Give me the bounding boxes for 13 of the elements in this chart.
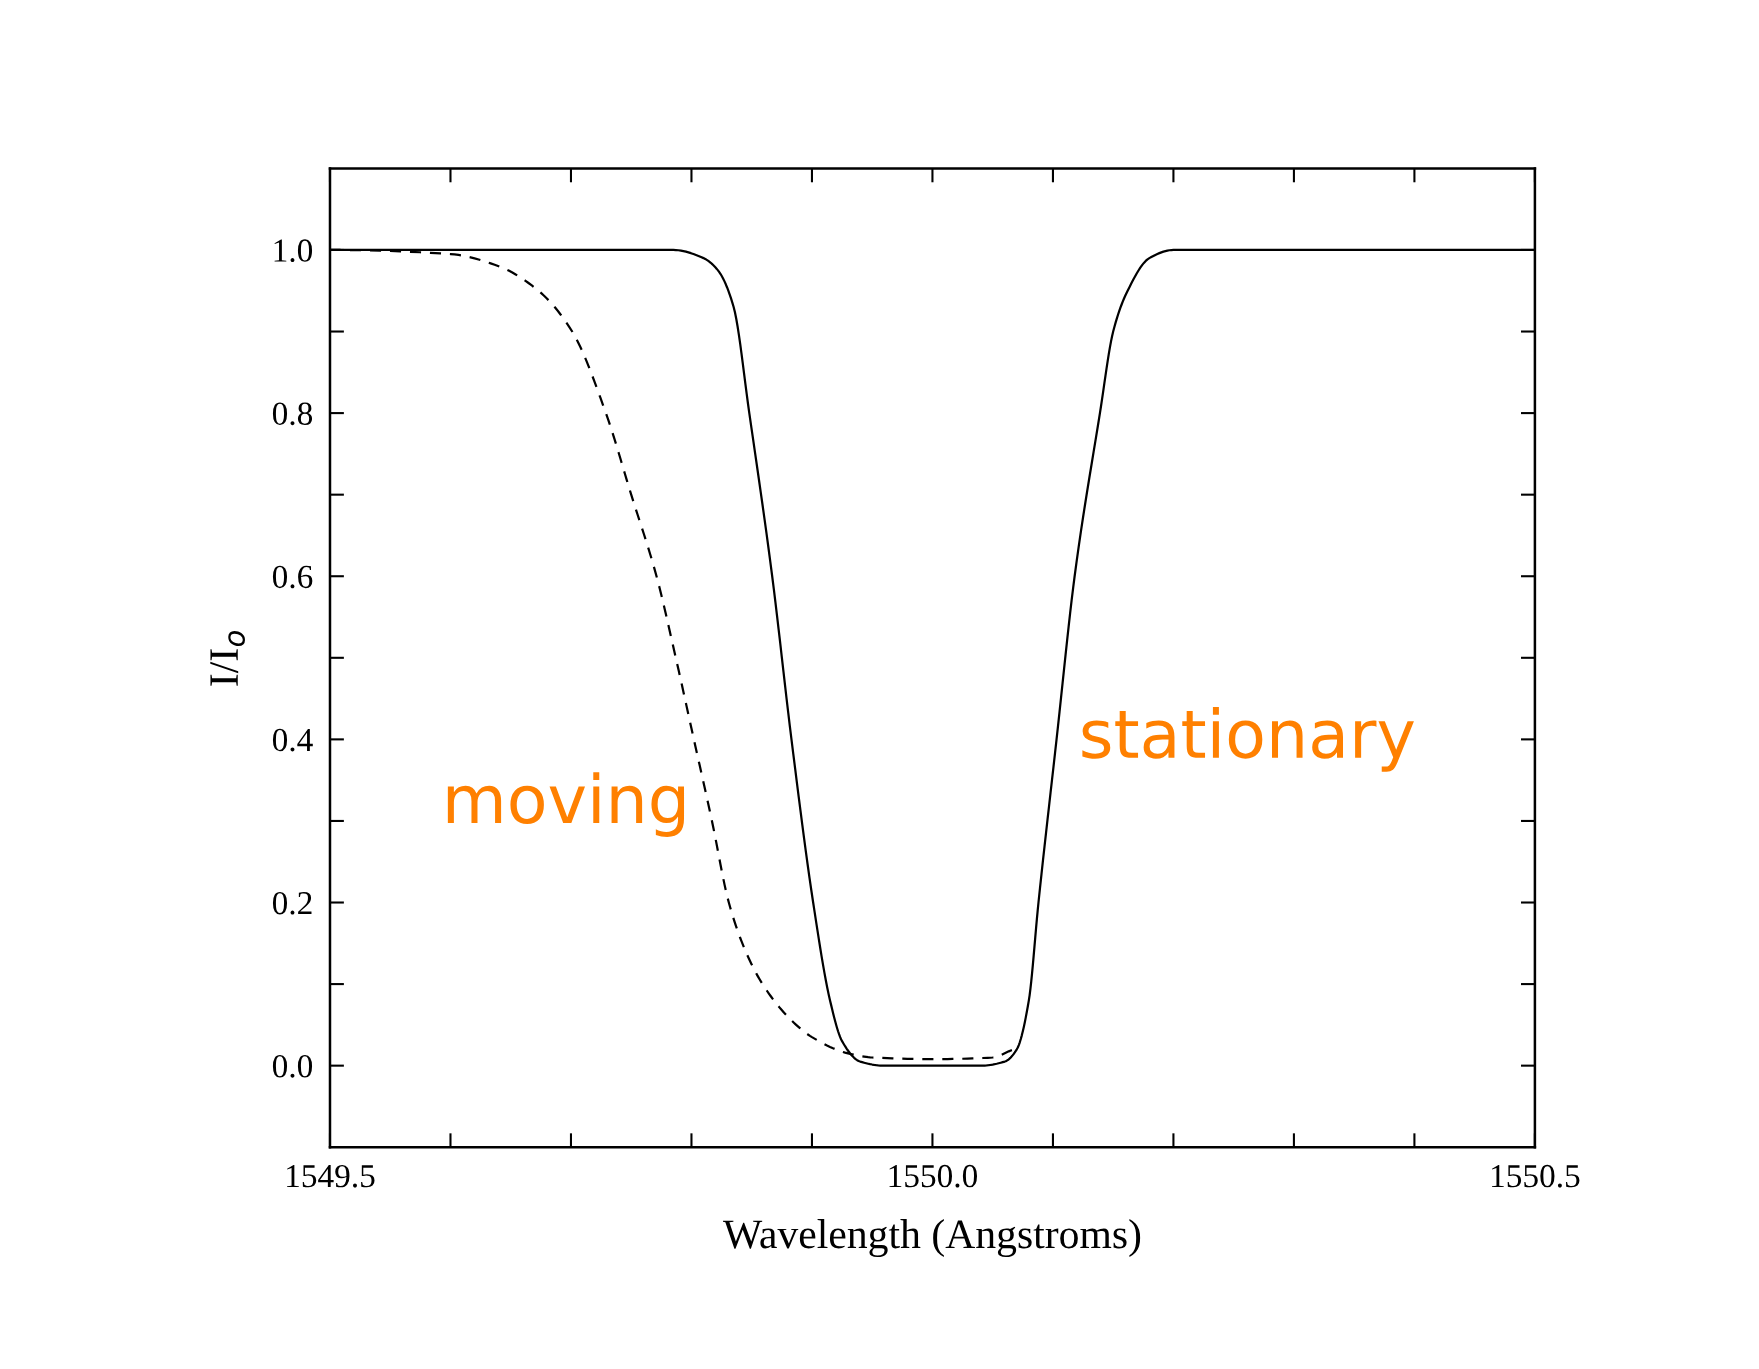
y-tick-label: 0.6	[272, 565, 313, 589]
y-axis-title: I/I$_{o}$	[210, 630, 245, 686]
x-tick-label: 1549.5	[287, 1164, 375, 1188]
x-tick-label: 1550.5	[1492, 1164, 1580, 1188]
y-tick-label: 0.4	[272, 728, 313, 752]
y-tick-label: 0.0	[272, 1055, 313, 1078]
y-tick-label: 1.0	[274, 239, 313, 262]
y-tick-label: 0.2	[272, 891, 312, 915]
y-tick-label: 0.8	[272, 402, 313, 426]
x-axis-title: Wavelength (Angstroms)	[722, 1219, 1141, 1258]
annotation: stationary	[1082, 707, 1414, 772]
x-tick-label: 1550.0	[889, 1164, 978, 1188]
annotation: moving	[447, 772, 685, 837]
